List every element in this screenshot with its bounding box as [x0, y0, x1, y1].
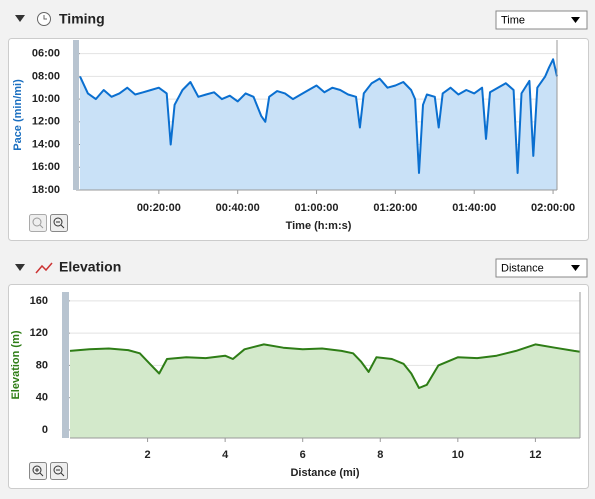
y-axis-title: Pace (min/mi)	[12, 79, 24, 151]
y-tick-label: 14:00	[32, 138, 60, 150]
y-tick-label: 0	[42, 424, 48, 436]
x-axis-title: Distance (mi)	[290, 467, 359, 479]
x-tick-label: 01:20:00	[373, 202, 417, 214]
collapse-toggle[interactable]	[15, 264, 25, 271]
zoom-in[interactable]	[29, 462, 47, 480]
line	[79, 58, 558, 174]
line	[69, 343, 581, 389]
select-arrow	[571, 265, 580, 271]
x-tick-label: 02:00:00	[531, 202, 575, 214]
y-tick-label: 16:00	[32, 161, 60, 173]
x-tick-label: 01:00:00	[295, 202, 339, 214]
select-value: Distance	[501, 262, 544, 274]
x-tick-label: 12	[529, 449, 541, 461]
x-tick-label: 00:40:00	[216, 202, 260, 214]
x-tick-label: 8	[377, 449, 383, 461]
area-fill	[80, 59, 557, 190]
panel-title: Elevation	[59, 259, 121, 275]
zoom-in[interactable]	[29, 214, 47, 232]
zoom-out[interactable]	[50, 462, 68, 480]
x-tick-label: 4	[222, 449, 229, 461]
select-value: Time	[501, 14, 525, 26]
y-tick-label: 10:00	[32, 93, 60, 105]
scroll-bar	[73, 40, 79, 190]
scroll-bar	[62, 292, 69, 438]
y-tick-label: 12:00	[32, 116, 60, 128]
x-tick-label: 01:40:00	[452, 202, 496, 214]
y-tick-label: 18:00	[32, 184, 60, 196]
y-tick-label: 40	[36, 392, 48, 404]
y-tick-label: 80	[36, 359, 48, 371]
panel-title: Timing	[59, 11, 105, 27]
x-tick-label: 2	[145, 449, 151, 461]
y-axis-title: Elevation (m)	[10, 330, 22, 399]
y-tick-label: 160	[30, 295, 48, 307]
elevation-icon	[35, 262, 53, 274]
y-tick-label: 120	[30, 327, 48, 339]
x-tick-label: 10	[452, 449, 464, 461]
zoom-out[interactable]	[50, 214, 68, 232]
select-box[interactable]	[495, 258, 588, 278]
y-tick-label: 06:00	[32, 48, 60, 60]
clock-hands	[43, 15, 47, 20]
y-tick-label: 08:00	[32, 70, 60, 82]
x-tick-label: 00:20:00	[137, 202, 181, 214]
collapse-toggle[interactable]	[15, 15, 25, 22]
select-box[interactable]	[495, 10, 588, 30]
x-tick-label: 6	[300, 449, 306, 461]
area-fill	[70, 344, 580, 438]
select-arrow	[571, 17, 580, 23]
x-axis-title: Time (h:m:s)	[286, 220, 352, 232]
